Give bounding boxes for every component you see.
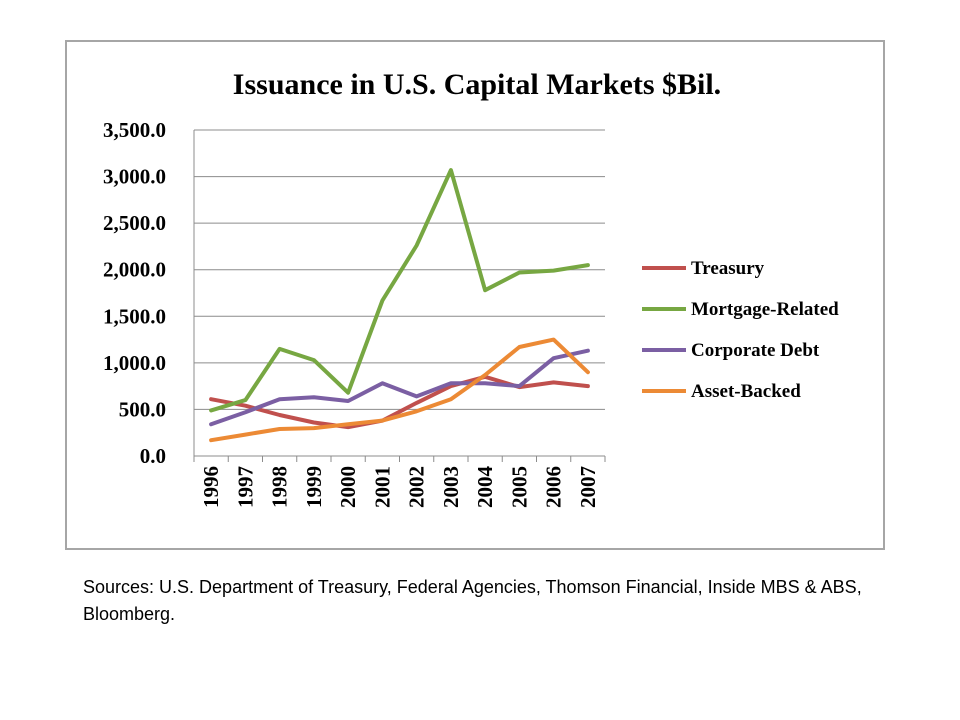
legend-item: Asset-Backed [642,381,801,402]
x-tick-label: 2007 [576,466,600,508]
legend-item: Mortgage-Related [642,299,839,320]
y-tick-label: 0.0 [140,444,166,468]
legend-label: Treasury [691,258,765,279]
x-tick-label: 1999 [302,466,326,508]
series-line-treasury [209,374,590,430]
legend-label: Asset-Backed [691,381,801,402]
y-tick-labels: 0.0 500.0 1,000.0 1,500.0 2,000.0 2,500.0 3,00… [103,118,166,468]
x-tick-labels: 1996 1997 1998 1999 2000 2001 2002 2003 2004 2005… [199,466,600,509]
x-tick-label: 2000 [336,466,360,508]
series-line-asset-backed [209,337,590,443]
line-chart: Issuance in U.S. Capital Markets $Bil. 0… [103,68,839,509]
y-tick-label: 2,500.0 [103,211,166,235]
series-line-mortgage-related [209,168,590,413]
x-tick-label: 2003 [439,466,463,508]
x-tick-label: 2001 [370,466,394,508]
x-tick-label: 1998 [268,466,292,508]
y-tick-label: 1,500.0 [103,304,166,328]
y-tick-label: 3,500.0 [103,118,166,142]
source-note: Sources: U.S. Department of Treasury, Fe… [83,577,862,624]
series-lines [209,168,590,443]
y-tick-label: 1,000.0 [103,351,166,375]
axes [193,130,606,462]
x-tick-label: 2004 [473,466,497,509]
x-tick-label: 2006 [542,466,566,508]
grid-lines [194,129,605,410]
x-tick-label: 2002 [405,466,429,508]
y-tick-label: 2,000.0 [103,258,166,282]
x-tick-label: 2005 [507,466,531,508]
y-tick-label: 500.0 [119,397,166,421]
legend-item: Treasury [642,258,765,279]
chart-title: Issuance in U.S. Capital Markets $Bil. [233,68,721,101]
legend-item: Corporate Debt [642,340,820,361]
series-line-corporate-debt [209,348,590,427]
y-tick-label: 3,000.0 [103,165,166,189]
x-tick-label: 1996 [199,466,223,508]
chart-frame: Issuance in U.S. Capital Markets $Bil. 0… [65,40,885,550]
legend: Treasury Mortgage-Related Corporate Debt As… [642,258,839,402]
legend-label: Corporate Debt [691,340,820,361]
legend-label: Mortgage-Related [691,299,839,320]
x-tick-label: 1997 [233,466,257,508]
